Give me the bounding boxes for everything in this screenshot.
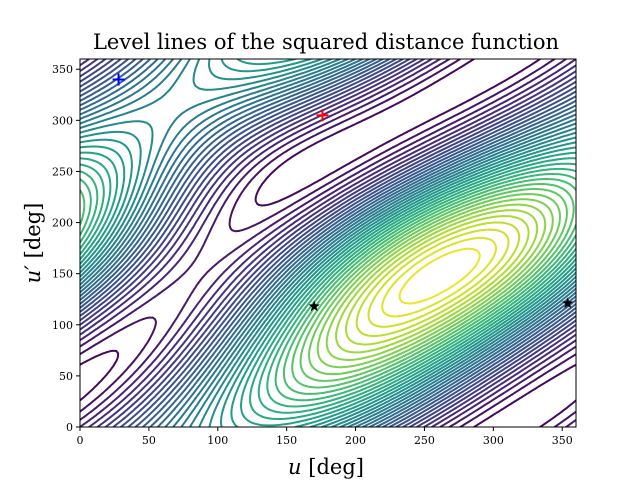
star-marker — [308, 300, 320, 312]
contour-line — [367, 228, 510, 328]
contour-line — [80, 59, 576, 427]
contour-line — [335, 209, 539, 354]
contour-line — [316, 198, 554, 369]
contour-line — [80, 178, 576, 395]
y-tick-label: 350 — [52, 63, 73, 76]
y-tick-label: 0 — [66, 421, 73, 434]
contour-line — [80, 59, 576, 427]
y-tick-label: 250 — [52, 165, 73, 178]
x-tick-label: 100 — [207, 434, 228, 447]
contour-line — [308, 193, 561, 376]
contour-line — [80, 162, 576, 414]
y-tick-label: 50 — [59, 370, 73, 383]
y-axis-label: u′ [deg] — [21, 203, 45, 284]
contour-line — [80, 59, 576, 427]
contour-line — [299, 188, 568, 382]
contour-line — [80, 59, 576, 427]
y-tick-label: 150 — [52, 268, 73, 281]
contour-line — [398, 247, 481, 305]
x-tick-label: 250 — [414, 434, 435, 447]
x-axis-variable: u — [288, 455, 302, 479]
contour-line — [80, 59, 576, 427]
y-tick-label: 200 — [52, 217, 73, 230]
contour-line — [80, 59, 576, 427]
contour-line — [80, 59, 576, 427]
x-tick-label: 350 — [552, 434, 573, 447]
contour-line — [80, 59, 576, 427]
x-tick-label: 200 — [345, 434, 366, 447]
contour-line — [80, 59, 576, 427]
y-axis-variable: u′ — [21, 265, 45, 284]
contour-line — [381, 236, 497, 318]
chart-title: Level lines of the squared distance func… — [93, 30, 559, 54]
y-tick-label: 300 — [52, 114, 73, 127]
contour-line — [80, 59, 576, 427]
contour-line — [80, 59, 576, 427]
x-axis-unit: [deg] — [308, 455, 364, 479]
x-axis-label: u [deg] — [288, 455, 364, 479]
x-tick-label: 50 — [142, 434, 156, 447]
y-tick-label: 100 — [52, 319, 73, 332]
contour-line — [291, 183, 575, 389]
contour-line — [355, 221, 521, 337]
plus-marker — [316, 109, 329, 122]
contour-line — [80, 151, 576, 427]
y-axis-unit: [deg] — [21, 203, 45, 259]
plot-frame — [79, 58, 577, 428]
contour-line — [80, 173, 576, 402]
contour-line — [80, 59, 576, 427]
x-tick-label: 300 — [483, 434, 504, 447]
contour-line — [80, 157, 576, 420]
contour-line — [345, 215, 530, 346]
contour-line — [80, 59, 576, 427]
x-tick-label: 150 — [276, 434, 297, 447]
contour-line — [325, 203, 547, 361]
star-marker — [562, 297, 574, 309]
contour-line — [80, 59, 576, 427]
x-tick-label: 0 — [77, 434, 84, 447]
plus-marker — [112, 73, 125, 86]
contour-line — [80, 59, 576, 427]
contour-line — [80, 59, 576, 427]
contour-line — [80, 59, 576, 427]
